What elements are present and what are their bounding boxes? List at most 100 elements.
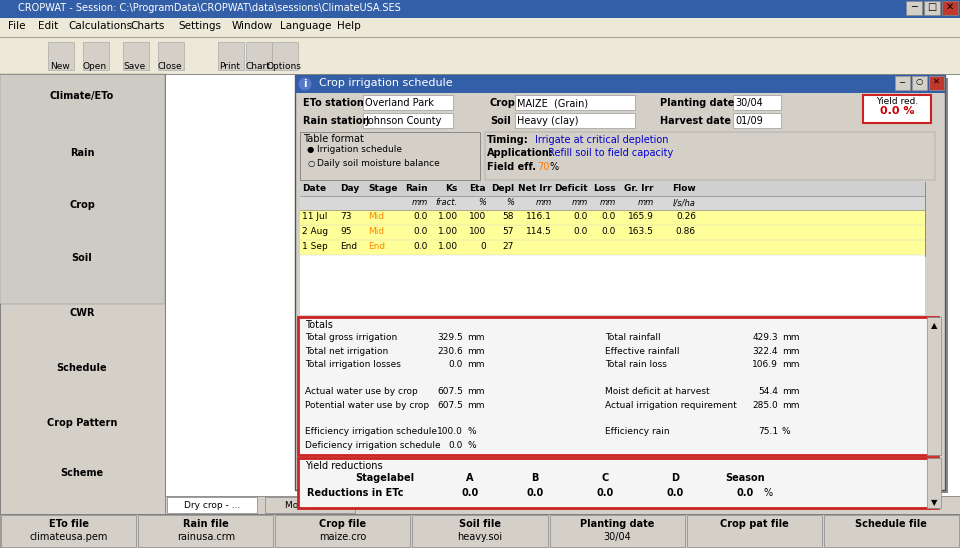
Text: Calculations: Calculations [68,21,132,31]
Bar [0,74,165,514]
Bar [912,76,927,90]
Text: Table format: Table format [303,134,364,144]
Text: 27: 27 [503,242,514,251]
Text: mm: mm [536,198,552,207]
Text: Settings: Settings [178,21,221,31]
Bar [165,74,960,496]
Text: Chart: Chart [246,62,271,71]
Bar [413,515,547,547]
Text: 0: 0 [480,242,486,251]
Text: Total rain loss: Total rain loss [605,360,667,369]
Text: 01/09: 01/09 [735,116,763,126]
Text: Rain: Rain [405,184,428,193]
Text: Date: Date [302,184,326,193]
Text: 1.00: 1.00 [438,242,458,251]
Bar [863,95,931,123]
Text: 0.0: 0.0 [574,227,588,236]
Text: Schedule file: Schedule file [855,519,927,529]
Text: Harvest date: Harvest date [660,116,731,126]
Bar [929,76,944,90]
Text: mm: mm [467,333,485,342]
Text: 0.0: 0.0 [736,488,754,498]
Text: Soil: Soil [72,253,92,263]
Text: mm: mm [600,198,616,207]
Text: Refill soil to field capacity: Refill soil to field capacity [548,148,673,158]
Text: 0.26: 0.26 [676,212,696,221]
Text: 54.4: 54.4 [758,387,778,396]
Bar [906,1,922,15]
Bar [83,42,109,70]
Text: Open: Open [83,62,108,71]
Text: 11 Jul: 11 Jul [302,212,327,221]
Text: ✕: ✕ [946,2,954,12]
Text: 1.00: 1.00 [438,212,458,221]
Text: Rain station: Rain station [303,116,370,126]
Text: 100.0: 100.0 [437,427,463,437]
Text: 30/04: 30/04 [735,98,763,108]
Bar [300,182,925,196]
Text: Crop irrigation schedule: Crop irrigation schedule [319,78,452,88]
Text: 322.4: 322.4 [753,346,778,356]
Text: Planting date: Planting date [660,98,734,108]
Bar [0,0,960,18]
Text: Window: Window [232,21,274,31]
Text: Yield red.: Yield red. [876,97,918,106]
Text: 73: 73 [340,212,351,221]
Text: Daily soil moisture balance: Daily soil moisture balance [317,159,440,168]
Text: CROPWAT - Session: C:\ProgramData\CROPWAT\data\sessions\ClimateUSA.SES: CROPWAT - Session: C:\ProgramData\CROPWA… [18,3,400,13]
Text: 2 Aug: 2 Aug [302,227,328,236]
Text: i: i [303,79,307,89]
Text: Crop Pattern: Crop Pattern [47,418,117,428]
Text: 607.5: 607.5 [437,401,463,409]
Text: Crop: Crop [69,200,95,210]
Text: rainusa.crm: rainusa.crm [177,532,235,542]
Bar [733,113,781,128]
Text: Total irrigation losses: Total irrigation losses [305,360,401,369]
Text: Irrigation schedule: Irrigation schedule [317,145,402,154]
Text: Efficiency rain: Efficiency rain [605,427,670,437]
Text: Mid: Mid [368,212,384,221]
Text: ETo station: ETo station [303,98,364,108]
Text: Gr. Irr: Gr. Irr [625,184,654,193]
Text: fract.: fract. [436,198,458,207]
Text: 1.00: 1.00 [438,227,458,236]
Text: CWR: CWR [69,308,95,318]
Text: Scheme: Scheme [60,468,104,478]
Bar [515,95,635,110]
Text: %: % [467,441,475,450]
Text: Timing:: Timing: [487,135,529,145]
Text: Day: Day [340,184,359,193]
Text: maize.cro: maize.cro [320,532,367,542]
Text: 285.0: 285.0 [753,401,778,409]
Text: MAIZE  (Grain): MAIZE (Grain) [517,98,588,108]
Text: Soil file: Soil file [459,519,501,529]
Bar [895,76,910,90]
Text: 58: 58 [502,212,514,221]
Text: ─: ─ [911,2,917,12]
Text: 100: 100 [468,212,486,221]
Bar [165,496,960,514]
Text: 0.0: 0.0 [448,441,463,450]
Text: ○: ○ [307,159,314,168]
Text: 0.0 %: 0.0 % [879,106,914,116]
Text: End: End [368,242,385,251]
Text: 0.0: 0.0 [596,488,613,498]
Text: mm: mm [782,333,800,342]
Text: D: D [671,473,679,483]
Text: File: File [8,21,26,31]
Text: 114.5: 114.5 [526,227,552,236]
Text: Charts: Charts [130,21,164,31]
Text: %: % [478,198,486,207]
Text: 0.0: 0.0 [448,360,463,369]
Text: B: B [531,473,539,483]
Bar [0,37,960,74]
Text: Net Irr: Net Irr [518,184,552,193]
Bar [300,182,925,256]
Text: mm: mm [637,198,654,207]
Text: Edit: Edit [38,21,59,31]
Bar [123,42,149,70]
Text: 165.9: 165.9 [628,212,654,221]
Text: Moist deficit at harvest: Moist deficit at harvest [605,387,709,396]
Bar [276,515,411,547]
Bar [300,240,925,255]
